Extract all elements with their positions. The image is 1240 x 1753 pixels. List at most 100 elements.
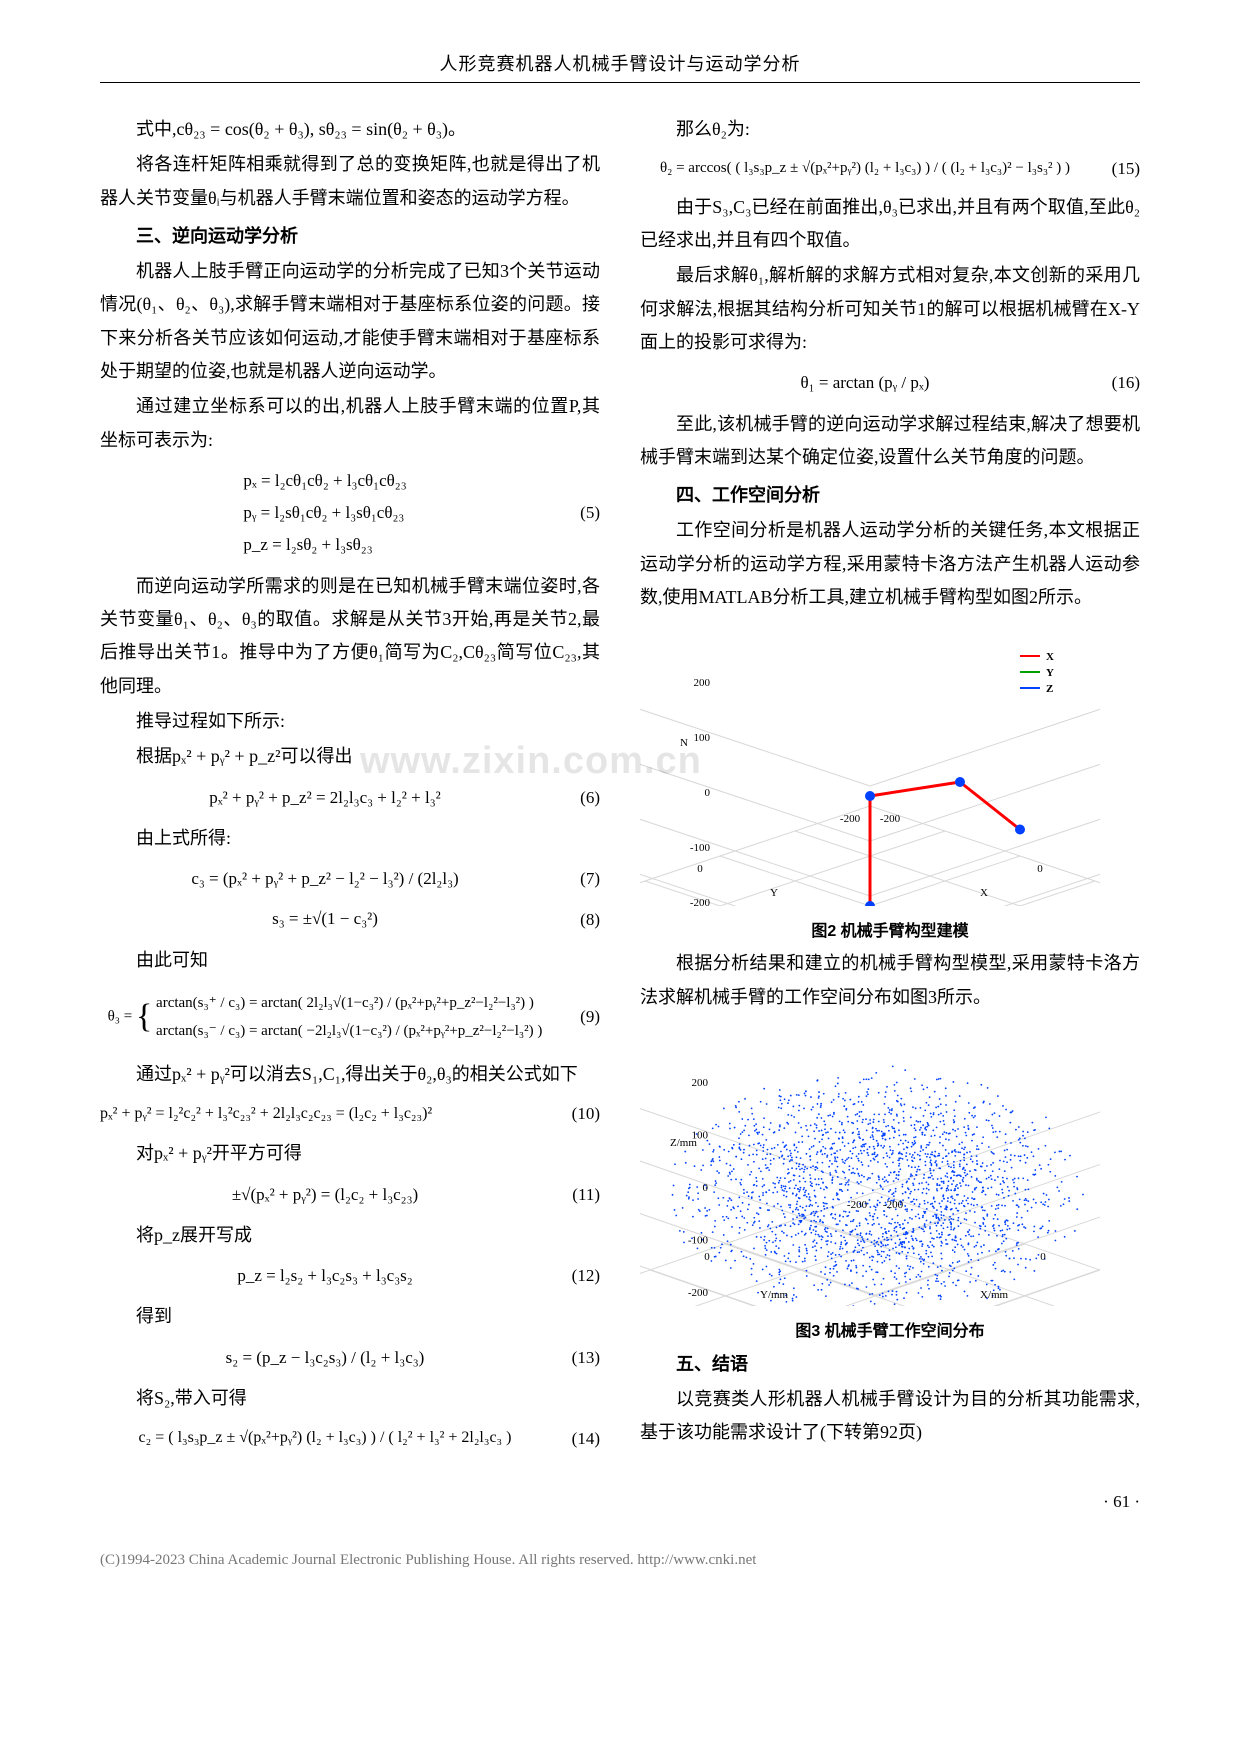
svg-text:0: 0 — [697, 863, 703, 875]
figure-3-caption: 图3 机械手臂工作空间分布 — [640, 1317, 1140, 1341]
figure-2-svg: -200-1000100200-200-20000200200NYXXYZ — [640, 626, 1100, 906]
svg-text:Z: Z — [1046, 683, 1053, 695]
para-l14: 将S₂,带入可得 — [100, 1382, 600, 1415]
svg-text:X/mm: X/mm — [980, 1289, 1009, 1301]
equation-8: s₃ = ±√(1 − c₃²) (8) — [100, 903, 600, 935]
eq6-body: pₓ² + pᵧ² + p_z² = 2l₂l₃c₃ + l₂² + l₃² — [100, 782, 550, 814]
para-r4: 至此,该机械手臂的逆向运动学求解过程结束,解决了想要机械手臂末端到达某个确定位姿… — [640, 408, 1140, 475]
heading-4: 四、工作空间分析 — [640, 478, 1140, 512]
svg-text:Z/mm: Z/mm — [670, 1137, 697, 1149]
para-l3: 机器人上肢手臂正向运动学的分析完成了已知3个关节运动情况(θ₁、θ₂、θ₃),求… — [100, 255, 600, 388]
svg-text:0: 0 — [1040, 1251, 1046, 1263]
para-l1: 式中,cθ₂₃ = cos(θ₂ + θ₃), sθ₂₃ = sin(θ₂ + … — [100, 113, 600, 146]
svg-text:-100: -100 — [688, 1234, 709, 1246]
svg-text:X: X — [1046, 651, 1054, 663]
para-r1: 那么θ₂为: — [640, 113, 1140, 146]
para-l13: 得到 — [100, 1300, 600, 1333]
eq10-body: pₓ² + pᵧ² = l₂²c₂² + l₃²c₂₃² + 2l₂l₃c₂c₂… — [100, 1099, 550, 1129]
para-r7: 以竞赛类人形机器人机械手臂设计为目的分析其功能需求,基于该功能需求设计了(下转第… — [640, 1383, 1140, 1450]
running-head: 人形竞赛机器人机械手臂设计与运动学分析 — [100, 50, 1140, 83]
para-r2: 由于S₃,C₃已经在前面推出,θ₃已求出,并且有两个取值,至此θ₂已经求出,并且… — [640, 191, 1140, 258]
svg-text:-100: -100 — [690, 842, 711, 854]
eq11-body: ±√(pₓ² + pᵧ²) = (l₂c₂ + l₃c₂₃) — [100, 1179, 550, 1211]
svg-text:Y/mm: Y/mm — [760, 1289, 789, 1301]
eq5-line3: p_z = l₂sθ₂ + l₃sθ₂₃ — [243, 529, 406, 561]
svg-text:200: 200 — [692, 1077, 709, 1089]
figure-3-svg: -200-1000100200-200-20000200200200Z/mmY/… — [640, 1026, 1100, 1306]
eq7-num: (7) — [550, 869, 600, 889]
para-r3: 最后求解θ₁,解析解的求解方式相对复杂,本文创新的采用几何求解法,根据其结构分析… — [640, 259, 1140, 359]
equation-11: ±√(pₓ² + pᵧ²) = (l₂c₂ + l₃c₂₃) (11) — [100, 1179, 600, 1211]
eq8-num: (8) — [550, 910, 600, 930]
eq8-body: s₃ = ±√(1 − c₃²) — [100, 903, 550, 935]
figure-2-caption: 图2 机械手臂构型建模 — [640, 917, 1140, 941]
equation-13: s₂ = (p_z − l₃c₂s₃) / (l₂ + l₃c₃) (13) — [100, 1342, 600, 1374]
footer: (C)1994-2023 China Academic Journal Elec… — [100, 1546, 1140, 1569]
equation-12: p_z = l₂s₂ + l₃c₂s₃ + l₃c₃s₂ (12) — [100, 1260, 600, 1292]
page-number: · 61 · — [100, 1492, 1140, 1512]
eq13-body: s₂ = (p_z − l₃c₂s₃) / (l₂ + l₃c₃) — [100, 1342, 550, 1374]
svg-text:100: 100 — [694, 732, 711, 744]
para-l4: 通过建立坐标系可以的出,机器人上肢手臂末端的位置P,其坐标可表示为: — [100, 390, 600, 457]
equation-5: pₓ = l₂cθ₁cθ₂ + l₃cθ₁cθ₂₃ pᵧ = l₂sθ₁cθ₂ … — [100, 465, 600, 562]
figure-2: -200-1000100200-200-20000200200NYXXYZ 图2… — [640, 626, 1140, 941]
eq16-body: θ₁ = arctan (pᵧ / pₓ) — [640, 367, 1090, 399]
eq9-num: (9) — [550, 1007, 600, 1027]
equation-15: θ₂ = arccos( ( l₃s₃p_z ± √(pₓ²+pᵧ²) (l₂ … — [640, 154, 1140, 183]
equation-16: θ₁ = arctan (pᵧ / pₓ) (16) — [640, 367, 1140, 399]
svg-text:0: 0 — [704, 1251, 710, 1263]
eq14-num: (14) — [550, 1429, 600, 1449]
para-l12: 将p_z展开写成 — [100, 1219, 600, 1252]
eq6-num: (6) — [550, 788, 600, 808]
right-column: 那么θ₂为: θ₂ = arccos( ( l₃s₃p_z ± √(pₓ²+pᵧ… — [640, 113, 1140, 1462]
eq5-line1: pₓ = l₂cθ₁cθ₂ + l₃cθ₁cθ₂₃ — [243, 465, 406, 497]
eq14-body: c₂ = ( l₃s₃p_z ± √(pₓ²+pᵧ²) (l₂ + l₃c₃) … — [100, 1423, 550, 1453]
equation-10: pₓ² + pᵧ² = l₂²c₂² + l₃²c₂₃² + 2l₂l₃c₂c₂… — [100, 1099, 600, 1129]
para-l11: 对pₓ² + pᵧ²开平方可得 — [100, 1137, 600, 1170]
svg-text:Y: Y — [1046, 667, 1054, 679]
para-l2: 将各连杆矩阵相乘就得到了总的变换矩阵,也就是得出了机器人关节变量θᵢ与机器人手臂… — [100, 148, 600, 215]
equation-14: c₂ = ( l₃s₃p_z ± √(pₓ²+pᵧ²) (l₂ + l₃c₃) … — [100, 1423, 600, 1453]
svg-text:-200: -200 — [840, 813, 861, 825]
svg-text:X: X — [980, 887, 988, 899]
eq7-body: c₃ = (pₓ² + pᵧ² + p_z² − l₂² − l₃²) / (2… — [100, 863, 550, 895]
eq5-line2: pᵧ = l₂sθ₁cθ₂ + l₃sθ₁cθ₂₃ — [243, 497, 406, 529]
eq9-prefix: θ₃ = — [108, 1009, 133, 1025]
para-l5: 而逆向运动学所需求的则是在已知机械手臂末端位姿时,各关节变量θ₁、θ₂、θ₃的取… — [100, 570, 600, 703]
svg-text:-200: -200 — [688, 1287, 709, 1299]
eq12-num: (12) — [550, 1266, 600, 1286]
eq5-num: (5) — [550, 503, 600, 523]
eq10-num: (10) — [550, 1104, 600, 1124]
eq15-body: θ₂ = arccos( ( l₃s₃p_z ± √(pₓ²+pᵧ²) (l₂ … — [640, 154, 1090, 183]
equation-6: pₓ² + pᵧ² + p_z² = 2l₂l₃c₃ + l₂² + l₃² (… — [100, 782, 600, 814]
para-r5: 工作空间分析是机器人运动学分析的关键任务,本文根据正运动学分析的运动学方程,采用… — [640, 514, 1140, 614]
svg-text:-200: -200 — [880, 813, 901, 825]
para-l10: 通过pₓ² + pᵧ²可以消去S₁,C₁,得出关于θ₂,θ₃的相关公式如下 — [100, 1058, 600, 1091]
para-l7: 根据pₓ² + pᵧ² + p_z²可以得出 — [100, 740, 600, 773]
svg-text:200: 200 — [694, 677, 711, 689]
svg-text:Y: Y — [770, 887, 778, 899]
para-l9: 由此可知 — [100, 944, 600, 977]
para-r6: 根据分析结果和建立的机械手臂构型模型,采用蒙特卡洛方法求解机械手臂的工作空间分布… — [640, 947, 1140, 1014]
eq16-num: (16) — [1090, 373, 1140, 393]
eq9-line2: arctan(s₃⁻ / c₃) = arctan( −2l₂l₃√(1−c₃²… — [156, 1017, 542, 1046]
svg-text:-200: -200 — [847, 1199, 868, 1211]
figure-3: -200-1000100200-200-20000200200200Z/mmY/… — [640, 1026, 1140, 1341]
eq15-num: (15) — [1090, 159, 1140, 179]
svg-text:0: 0 — [705, 787, 711, 799]
eq13-num: (13) — [550, 1348, 600, 1368]
eq9-line1: arctan(s₃⁺ / c₃) = arctan( 2l₂l₃√(1−c₃²)… — [156, 989, 542, 1018]
heading-5: 五、结语 — [640, 1347, 1140, 1381]
svg-text:-200: -200 — [690, 897, 711, 906]
svg-text:0: 0 — [703, 1182, 709, 1194]
svg-text:-200: -200 — [883, 1199, 904, 1211]
para-l8: 由上式所得: — [100, 822, 600, 855]
left-column: 式中,cθ₂₃ = cos(θ₂ + θ₃), sθ₂₃ = sin(θ₂ + … — [100, 113, 600, 1462]
svg-text:0: 0 — [1037, 863, 1043, 875]
equation-7: c₃ = (pₓ² + pᵧ² + p_z² − l₂² − l₃²) / (2… — [100, 863, 600, 895]
ban: p_z = l₂s₂ + l₃c₂s₃ + l₃c₃s₂ — [100, 1260, 550, 1292]
heading-3: 三、逆向运动学分析 — [100, 219, 600, 253]
para-l6: 推导过程如下所示: — [100, 705, 600, 738]
eq11-num: (11) — [550, 1185, 600, 1205]
equation-9: θ₃ = { arctan(s₃⁺ / c₃) = arctan( 2l₂l₃√… — [100, 985, 600, 1050]
